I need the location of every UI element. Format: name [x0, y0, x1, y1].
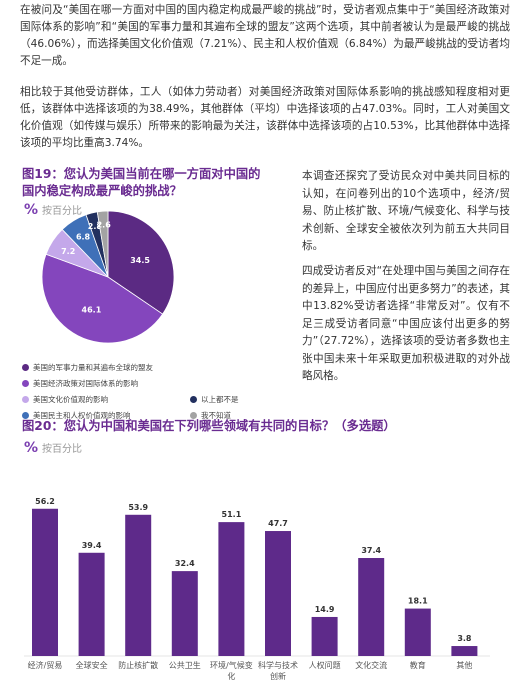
data-label: 51.1 [222, 510, 242, 519]
data-label: 37.4 [361, 546, 381, 555]
legend-label: 美国经济政策对国际体系的影响 [33, 379, 138, 388]
data-label: 53.9 [128, 503, 148, 512]
legend-label: 我不知道 [201, 411, 231, 420]
legend-marker [22, 380, 29, 387]
bar [311, 616, 338, 656]
x-tick-label: 文化交流 [355, 661, 388, 670]
x-tick-label: 全球安全 [75, 661, 108, 670]
legend-marker [190, 412, 197, 419]
legend-marker [190, 396, 197, 403]
x-tick-label: 科学与技术创新 [258, 661, 298, 681]
x-tick-label: 公共卫生 [168, 661, 201, 670]
bar [358, 558, 385, 656]
x-tick-label: 人权问题 [308, 661, 341, 670]
x-tick-label: 教育 [409, 661, 426, 670]
chart-subtitle: % 按百分比 [24, 202, 82, 218]
bar [171, 571, 198, 656]
percent-icon: % [24, 202, 39, 218]
legend-marker [22, 396, 29, 403]
chart-subtitle: % 按百分比 [24, 440, 82, 456]
x-tick-label: 经济/贸易 [27, 661, 63, 670]
legend-label: 美国的军事力量和其遍布全球的盟友 [33, 363, 153, 372]
data-label: 47.7 [268, 519, 288, 528]
legend-item: 美国经济政策对国际体系的影响 [22, 378, 138, 389]
bar [218, 522, 245, 656]
paragraph: 四成受访者反对“在处理中国与美国之间存在的差异上，中国应付出更多努力”的表述，其… [302, 265, 510, 382]
legend-label: 以上都不是 [201, 395, 239, 404]
legend-marker [22, 364, 29, 371]
legend-item: 美国民主和人权价值观的影响 [22, 410, 131, 421]
data-label: 18.1 [408, 597, 428, 606]
data-label: 2.8 [88, 222, 103, 231]
pie-slice [96, 210, 109, 278]
subtitle-text: 按百分比 [42, 444, 83, 455]
paragraph: 相比较于其他受访群体，工人（如体力劳动者）对美国经济政策对国际体系影响的挑战感知… [20, 86, 510, 149]
bar [451, 646, 478, 656]
legend-label: 美国文化价值观的影响 [33, 395, 108, 404]
subtitle-text: 按百分比 [42, 206, 83, 217]
pie-chart: 34.5 46.1 7.26.8 2.82.6 [41, 210, 175, 344]
paragraph: 在被问及“美国在哪一方面对中国的国内稳定构成最严峻的挑战”时，受访者观点集中于“… [20, 4, 510, 67]
bar [265, 531, 291, 656]
pie-slice [41, 253, 164, 344]
x-tick-label: 其他 [456, 661, 473, 670]
x-tick-label: 环境/气候变化 [210, 661, 253, 681]
data-label: 32.4 [175, 559, 195, 568]
percent-icon: % [24, 440, 39, 456]
data-label: 34.5 [130, 256, 150, 265]
data-label: 56.2 [35, 497, 55, 506]
legend-marker [22, 412, 29, 419]
chart-title: 图19：您认为美国当前在哪一方面对中国的国内稳定构成最严峻的挑战？ [22, 167, 261, 198]
data-label: 46.1 [82, 305, 102, 314]
data-label: 14.9 [315, 605, 335, 614]
legend-item: 以上都不是 [190, 394, 239, 405]
data-label: 2.6 [97, 220, 112, 229]
legend-label: 美国民主和人权价值观的影响 [33, 411, 131, 420]
paragraph: 本调查还探究了受访民众对中美共同目标的认知，在问卷列出的10个选项中，经济/贸易… [302, 170, 510, 252]
data-label: 3.8 [457, 634, 472, 643]
data-label: 6.8 [76, 233, 91, 242]
legend-item: 美国文化价值观的影响 [22, 394, 108, 405]
bar [32, 508, 58, 656]
legend-item: 美国的军事力量和其遍布全球的盟友 [22, 362, 153, 373]
bar [125, 514, 152, 656]
bar [78, 552, 105, 656]
chart-title: 图20：您认为中国和美国在下列哪些领域有共同的目标？（多选题） [22, 419, 396, 433]
legend-item: 我不知道 [190, 410, 231, 421]
bar-chart: 56.2 39.4 53.9 32.4 51.1 47.7 14.9 37.4 18.1 3.8 [24, 497, 490, 657]
x-tick-label: 防止核扩散 [118, 661, 159, 670]
data-label: 7.2 [61, 247, 75, 256]
bar [404, 608, 431, 656]
pie-slice [107, 210, 175, 315]
data-label: 39.4 [82, 541, 102, 550]
